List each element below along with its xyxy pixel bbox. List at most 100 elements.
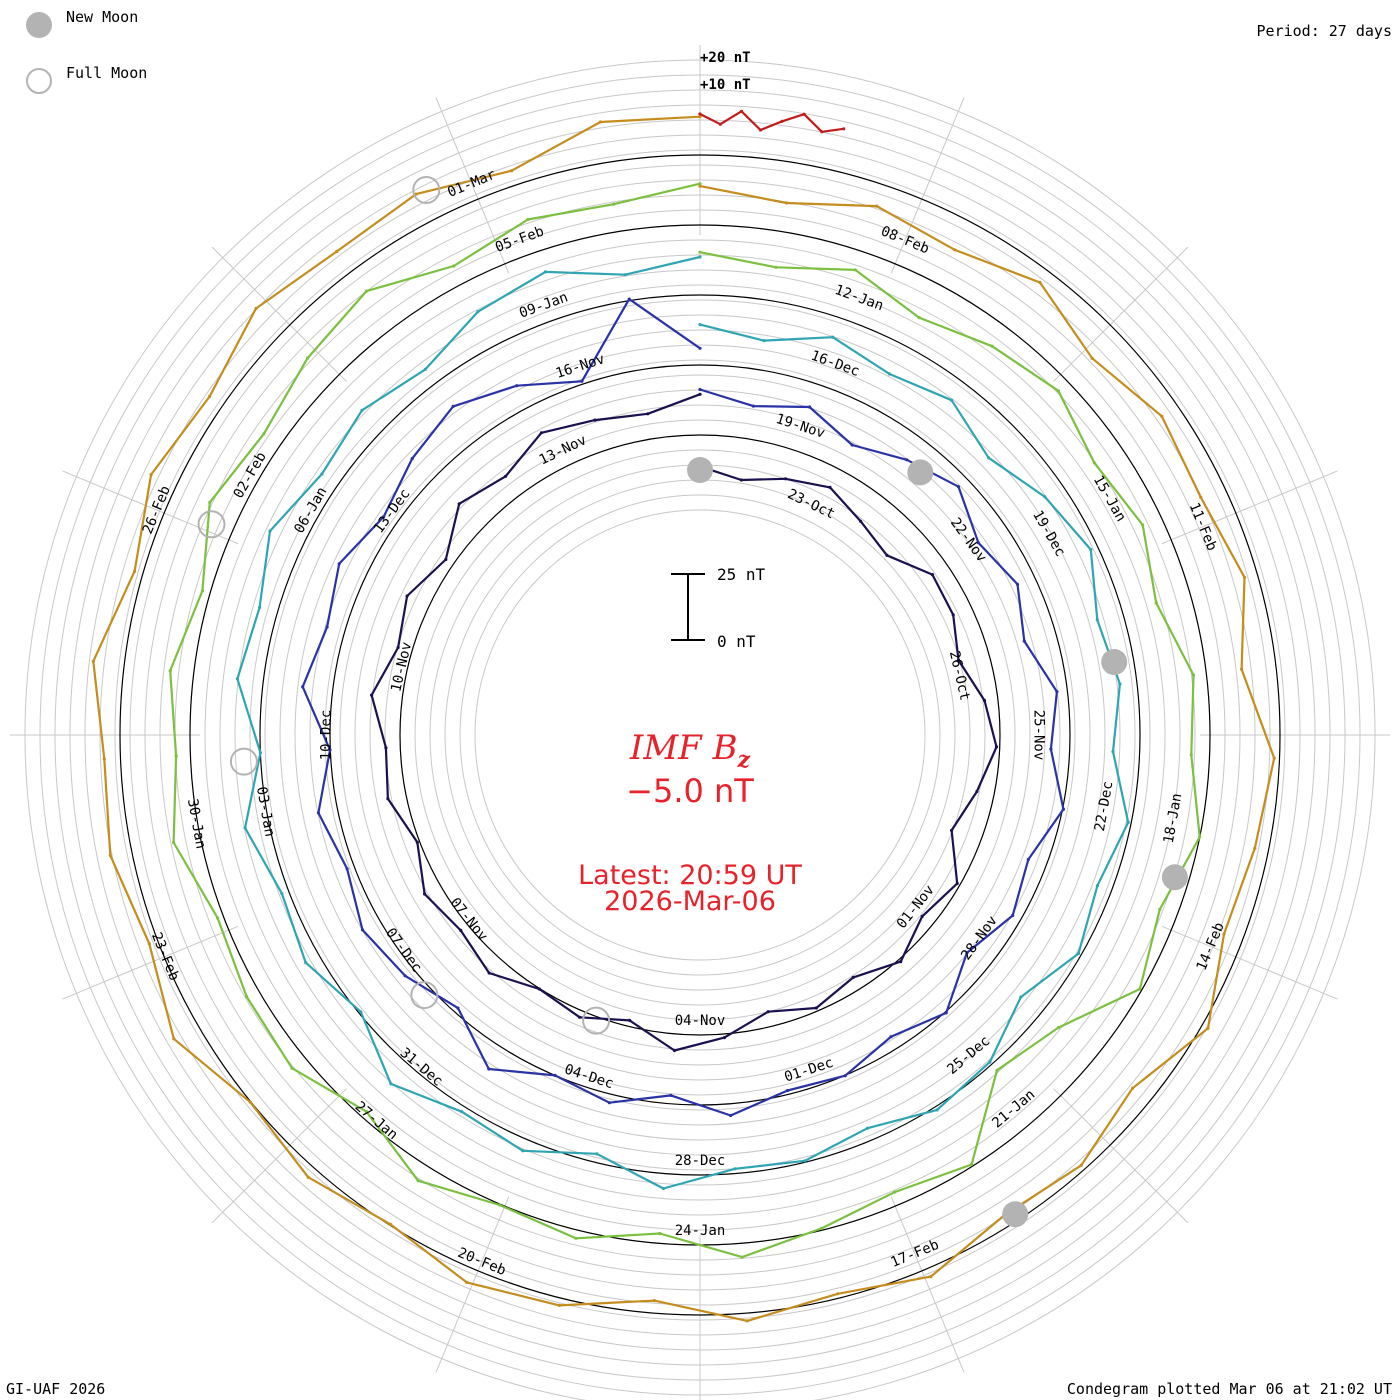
data-point (149, 473, 153, 477)
grid-spoke (890, 1196, 965, 1373)
data-point (459, 928, 463, 933)
grid-spoke (62, 470, 239, 545)
baseline-circle (399, 434, 1001, 1036)
data-point (698, 250, 702, 254)
full-moon-icon (229, 747, 258, 776)
data-point (543, 270, 548, 274)
data-point (995, 1068, 999, 1072)
data-point (899, 960, 903, 964)
data-point (451, 404, 455, 408)
data-point (359, 1010, 363, 1014)
data-point (258, 751, 262, 755)
data-point (1056, 1026, 1060, 1030)
data-point (1011, 913, 1015, 918)
data-point (1158, 907, 1162, 912)
data-point (243, 826, 247, 830)
data-point (893, 1190, 897, 1194)
new-moon-icon (26, 12, 52, 38)
data-point (102, 757, 106, 761)
new-moon-icon (1002, 1201, 1029, 1228)
data-point (976, 541, 981, 545)
data-point (248, 1100, 252, 1104)
data-point (1131, 1086, 1135, 1090)
data-point (970, 1162, 974, 1167)
data-point (108, 853, 112, 858)
data-point (133, 569, 137, 573)
full-moon-icon (412, 176, 441, 204)
data-point (200, 589, 204, 593)
data-point (423, 892, 427, 896)
data-point (1061, 807, 1065, 811)
data-point (487, 1067, 491, 1071)
data-point (917, 316, 921, 320)
data-point (172, 840, 176, 845)
date-label: 08-Feb (878, 223, 931, 257)
data-point (698, 392, 702, 396)
data-point (208, 500, 212, 504)
data-point (510, 169, 514, 173)
data-point (245, 995, 249, 999)
data-point (147, 942, 151, 946)
data-point (364, 1110, 368, 1114)
data-point (498, 1203, 502, 1207)
date-label: 24-Jan (675, 1223, 726, 1239)
data-point (1055, 690, 1059, 694)
data-point (460, 1110, 464, 1114)
data-point (174, 754, 178, 758)
data-point (672, 1048, 677, 1053)
date-label: 30-Jan (184, 798, 209, 851)
period-label: Period: 27 days (1256, 22, 1392, 40)
data-point (733, 1167, 737, 1171)
data-point (262, 432, 266, 436)
data-point (574, 1236, 578, 1240)
data-point (652, 1299, 656, 1303)
new-moon-icon (687, 457, 713, 483)
full-moon-icon (410, 981, 439, 1010)
data-point (820, 130, 824, 134)
full-moon-icon (26, 68, 52, 94)
full-moon-icon (582, 1006, 611, 1035)
data-point (456, 1006, 460, 1010)
grid-spoke (435, 97, 510, 274)
data-point (452, 264, 456, 268)
data-point (802, 112, 806, 116)
data-point (537, 987, 541, 991)
data-point (337, 562, 341, 566)
grid-spoke (211, 246, 347, 382)
data-point (301, 685, 305, 689)
data-point (739, 109, 744, 113)
data-point (745, 1319, 749, 1323)
quantity-label: IMF Bz (490, 728, 890, 773)
data-point (836, 1292, 840, 1296)
credit-label: GI-UAF 2026 (6, 1380, 106, 1398)
data-point (254, 306, 258, 311)
data-point (828, 485, 832, 489)
data-point (722, 1036, 727, 1040)
data-point (751, 404, 756, 408)
grid-spoke (1161, 925, 1338, 1000)
data-point (935, 1108, 939, 1112)
data-point (396, 645, 400, 650)
data-point (859, 519, 863, 523)
data-point (593, 418, 597, 422)
grid-ring (414, 449, 986, 1021)
new-moon-icon (1161, 864, 1188, 891)
data-point (784, 201, 789, 205)
data-point (994, 745, 999, 749)
data-point (1015, 582, 1020, 586)
data-point (766, 1010, 770, 1014)
data-point (628, 1018, 632, 1023)
data-point (814, 1006, 818, 1010)
data-point (661, 1186, 666, 1191)
data-point (465, 1280, 469, 1284)
grid-ring (459, 494, 941, 976)
data-point (762, 339, 766, 343)
data-point (423, 367, 427, 371)
plotted-timestamp: Condegram plotted Mar 06 at 21:02 UT (1066, 1380, 1392, 1398)
data-point (444, 557, 448, 562)
data-point (1111, 750, 1115, 754)
data-point (783, 477, 788, 481)
data-point (280, 892, 284, 896)
data-point (669, 1093, 673, 1097)
